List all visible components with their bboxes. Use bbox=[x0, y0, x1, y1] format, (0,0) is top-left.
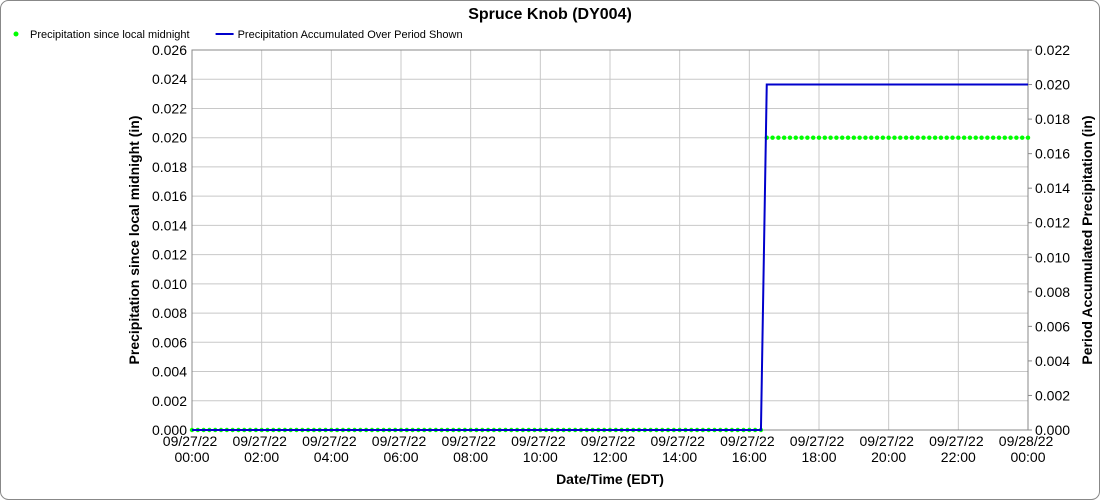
data-point bbox=[805, 135, 810, 140]
y2-tick-label: 0.000 bbox=[1035, 422, 1070, 438]
data-point bbox=[863, 135, 868, 140]
y-axis-title: Precipitation since local midnight (in) bbox=[126, 116, 142, 365]
data-point bbox=[956, 135, 961, 140]
x-tick-label: 09/27/22 02:00 bbox=[232, 433, 290, 465]
data-point bbox=[944, 135, 949, 140]
y2-tick-label: 0.014 bbox=[1035, 180, 1070, 196]
x-tick-label: 09/27/22 18:00 bbox=[790, 433, 848, 465]
data-point bbox=[799, 135, 804, 140]
y-tick-label: 0.004 bbox=[152, 364, 187, 380]
x-tick-label: 09/27/22 04:00 bbox=[302, 433, 360, 465]
data-point bbox=[1002, 135, 1007, 140]
x-tick-label: 09/27/22 20:00 bbox=[859, 433, 917, 465]
data-point bbox=[967, 135, 973, 140]
y2-tick-label: 0.008 bbox=[1035, 284, 1070, 300]
data-point bbox=[915, 135, 920, 140]
data-point bbox=[927, 135, 932, 140]
y-tick-label: 0.008 bbox=[152, 305, 187, 321]
data-point bbox=[1025, 135, 1031, 140]
y-tick-label: 0.022 bbox=[152, 100, 187, 116]
data-point bbox=[787, 135, 793, 140]
y-tick-label: 0.014 bbox=[152, 217, 187, 233]
y-tick-label: 0.006 bbox=[152, 334, 187, 350]
data-point bbox=[921, 135, 926, 140]
y-tick-label: 0.026 bbox=[152, 42, 187, 58]
data-point bbox=[810, 135, 816, 140]
data-point bbox=[880, 135, 886, 140]
y-tick-label: 0.024 bbox=[152, 71, 187, 87]
data-point bbox=[874, 135, 880, 140]
data-point bbox=[985, 135, 990, 140]
data-point bbox=[892, 135, 897, 140]
legend-label: Precipitation Accumulated Over Period Sh… bbox=[238, 29, 463, 41]
data-point bbox=[834, 135, 839, 140]
x-tick-label: 09/27/22 16:00 bbox=[720, 433, 778, 465]
data-point bbox=[851, 135, 857, 140]
y-tick-label: 0.000 bbox=[152, 422, 187, 438]
y-tick-label: 0.018 bbox=[152, 159, 187, 175]
data-point bbox=[793, 135, 798, 140]
x-axis-title: Date/Time (EDT) bbox=[556, 471, 664, 487]
x-tick-label: 09/27/22 06:00 bbox=[372, 433, 430, 465]
data-point bbox=[857, 135, 862, 140]
data-point bbox=[979, 135, 984, 140]
data-point bbox=[869, 135, 874, 140]
y2-tick-label: 0.004 bbox=[1035, 353, 1070, 369]
y-tick-label: 0.012 bbox=[152, 247, 187, 263]
y-tick-label: 0.016 bbox=[152, 188, 187, 204]
data-line bbox=[192, 83, 1028, 431]
data-point bbox=[1008, 135, 1013, 140]
x-tick-label: 09/28/22 00:00 bbox=[999, 433, 1057, 465]
x-tick-label: 09/27/22 08:00 bbox=[441, 433, 499, 465]
x-tick-label: 09/27/22 00:00 bbox=[163, 433, 221, 465]
data-point bbox=[932, 135, 938, 140]
data-point bbox=[973, 135, 978, 140]
legend-label: Precipitation since local midnight bbox=[30, 29, 190, 41]
data-point bbox=[840, 135, 845, 140]
y2-tick-label: 0.018 bbox=[1035, 111, 1070, 127]
data-point bbox=[903, 135, 909, 140]
data-point bbox=[845, 135, 851, 140]
y2-axis-title: Period Accumulated Precipitation (in) bbox=[1079, 115, 1095, 364]
legend-swatch bbox=[13, 31, 19, 37]
data-point bbox=[776, 135, 781, 140]
data-point bbox=[781, 135, 787, 140]
data-point bbox=[816, 135, 822, 140]
y-tick-label: 0.002 bbox=[152, 393, 187, 409]
x-tick-label: 09/27/22 14:00 bbox=[650, 433, 708, 465]
data-point bbox=[938, 135, 944, 140]
data-point bbox=[1019, 135, 1025, 140]
data-point bbox=[996, 135, 1002, 140]
data-point bbox=[828, 135, 833, 140]
y2-tick-label: 0.016 bbox=[1035, 146, 1070, 162]
y2-tick-label: 0.010 bbox=[1035, 249, 1070, 265]
data-point bbox=[770, 135, 775, 140]
x-tick-label: 09/27/22 12:00 bbox=[581, 433, 639, 465]
y2-tick-label: 0.002 bbox=[1035, 387, 1070, 403]
y-tick-label: 0.020 bbox=[152, 130, 187, 146]
y-tick-label: 0.010 bbox=[152, 276, 187, 292]
y2-tick-label: 0.012 bbox=[1035, 215, 1070, 231]
data-point bbox=[950, 135, 955, 140]
data-point bbox=[909, 135, 915, 140]
y2-tick-label: 0.020 bbox=[1035, 77, 1070, 93]
data-point bbox=[886, 135, 891, 140]
data-point bbox=[898, 135, 903, 140]
y2-tick-label: 0.022 bbox=[1035, 42, 1070, 58]
x-tick-label: 09/27/22 22:00 bbox=[929, 433, 987, 465]
data-point bbox=[961, 135, 967, 140]
chart-title: Spruce Knob (DY004) bbox=[468, 6, 632, 23]
y2-tick-label: 0.006 bbox=[1035, 318, 1070, 334]
data-point bbox=[1014, 135, 1019, 140]
data-point bbox=[990, 135, 996, 140]
data-point bbox=[822, 135, 828, 140]
x-tick-label: 09/27/22 10:00 bbox=[511, 433, 569, 465]
